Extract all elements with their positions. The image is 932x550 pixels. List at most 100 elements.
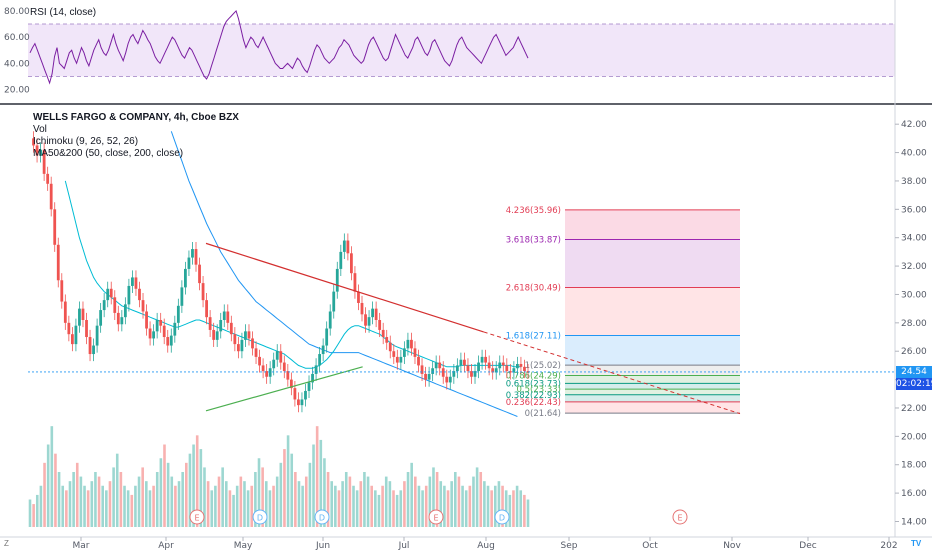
candle-body: [152, 331, 156, 339]
volume-bar: [355, 490, 359, 527]
candle-body: [85, 320, 88, 338]
candle-body: [138, 288, 141, 301]
candle-body: [226, 311, 230, 323]
volume-bar: [334, 485, 337, 527]
volume-bar: [315, 426, 319, 527]
fib-level-label: 0.786(24.29): [506, 371, 561, 381]
earnings-marker-icon[interactable]: [428, 509, 444, 525]
candle-body: [491, 368, 495, 373]
volume-bar: [61, 485, 65, 527]
time-axis[interactable]: Mar Apr May Jun Jul Aug Sep Oct Nov Dec 202: [73, 537, 898, 550]
candle-body: [53, 209, 57, 245]
candle-body: [265, 371, 269, 377]
candle-body: [113, 297, 117, 313]
volume-bar: [439, 481, 443, 527]
candle-body: [194, 249, 198, 265]
volume-bar: [224, 481, 228, 527]
fib-level-label: 3.618(33.87): [506, 236, 561, 246]
volume-bar: [301, 485, 304, 527]
volume-bar: [221, 467, 224, 527]
legend-ma[interactable]: MA50&200 (50, close, 200, close): [33, 148, 184, 159]
price-tick-label: 36.00: [901, 205, 927, 215]
candle-body: [63, 301, 67, 323]
rsi-pane: 80.00 60.00 40.00 20.00: [0, 0, 895, 103]
volume-bar: [446, 490, 450, 527]
volume-bar: [283, 449, 286, 527]
volume-bar: [504, 490, 508, 527]
volume-bar: [410, 462, 413, 527]
candle-body: [120, 317, 124, 325]
time-tick-label: May: [234, 541, 253, 550]
volume-bar: [206, 481, 210, 527]
candle-body: [106, 288, 110, 301]
dividend-marker-icon[interactable]: [252, 509, 268, 525]
volume-bar: [472, 476, 475, 527]
volume-bar: [363, 472, 366, 527]
candle-body: [395, 356, 399, 363]
time-tick-label: Nov: [723, 541, 741, 550]
candle-body: [272, 359, 276, 369]
volume-bar: [188, 453, 192, 527]
volume-bar: [101, 485, 105, 527]
dividend-marker-icon[interactable]: [314, 509, 330, 525]
candle-body: [275, 351, 279, 360]
price-tick-label: 34.00: [901, 234, 927, 244]
candle-body: [328, 311, 332, 329]
volume-bar: [50, 426, 54, 527]
volume-bar: [199, 449, 203, 527]
candle-body: [92, 345, 95, 355]
candle-body: [268, 368, 272, 377]
current-price-tag: 24.54: [896, 365, 932, 378]
upper-trendline-extension: [483, 331, 741, 415]
candle-body: [438, 362, 442, 369]
fib-level-label: 0.618(23.73): [506, 379, 561, 389]
volume-bar: [28, 499, 32, 527]
earnings-marker-icon[interactable]: [672, 509, 688, 525]
volume-bar: [86, 490, 90, 527]
price-axis[interactable]: 42.00 40.00 38.00 36.00 34.00 32.00 30.00 28.00…: [895, 120, 927, 527]
candle-body: [233, 334, 237, 345]
candle-body: [318, 354, 322, 366]
candle-body: [198, 264, 201, 284]
volume-bar: [453, 472, 457, 527]
candle-body: [325, 328, 329, 346]
timezone-icon[interactable]: Z: [4, 539, 9, 548]
volume-bar: [268, 490, 272, 527]
volume-bar: [286, 435, 290, 527]
fibonacci-extension[interactable]: 4.236(35.96) 3.618(33.87) 2.618(30.49) 1.61…: [506, 206, 740, 419]
candlesticks: [32, 131, 530, 413]
volume-bar: [479, 472, 483, 527]
candle-body: [392, 351, 396, 357]
event-marker-label: E: [677, 514, 682, 523]
dividend-marker-icon[interactable]: [494, 509, 510, 525]
volume-bar: [72, 472, 75, 527]
candle-body: [335, 268, 339, 292]
candle-body: [258, 356, 261, 366]
candle-body: [371, 308, 374, 318]
volume-bar: [388, 481, 392, 527]
volume-bar: [217, 476, 221, 527]
candle-body: [378, 320, 382, 330]
fib-zone: [565, 389, 740, 395]
legend-volume[interactable]: Vol: [33, 124, 47, 135]
volume-bar: [443, 485, 446, 527]
candle-body: [508, 371, 512, 373]
fib-level-label: 0.236(22.43): [506, 398, 561, 408]
time-tick-label: Apr: [158, 541, 174, 550]
volume-bar: [126, 490, 130, 527]
event-marker-label: D: [499, 514, 505, 523]
candle-body: [56, 244, 60, 281]
lower-trendline[interactable]: [205, 366, 363, 412]
earnings-marker-icon[interactable]: [189, 509, 205, 525]
symbol-title[interactable]: WELLS FARGO & COMPANY, 4h, Cboe BZX: [33, 112, 239, 123]
candle-body: [473, 371, 477, 377]
legend-ichimoku[interactable]: Ichimoku (9, 26, 52, 26): [33, 136, 139, 147]
candle-body: [109, 288, 113, 298]
candle-body: [32, 138, 35, 146]
candle-body: [191, 249, 194, 258]
upper-trendline[interactable]: [205, 242, 484, 333]
candle-body: [431, 368, 435, 374]
candle-body: [251, 338, 254, 349]
